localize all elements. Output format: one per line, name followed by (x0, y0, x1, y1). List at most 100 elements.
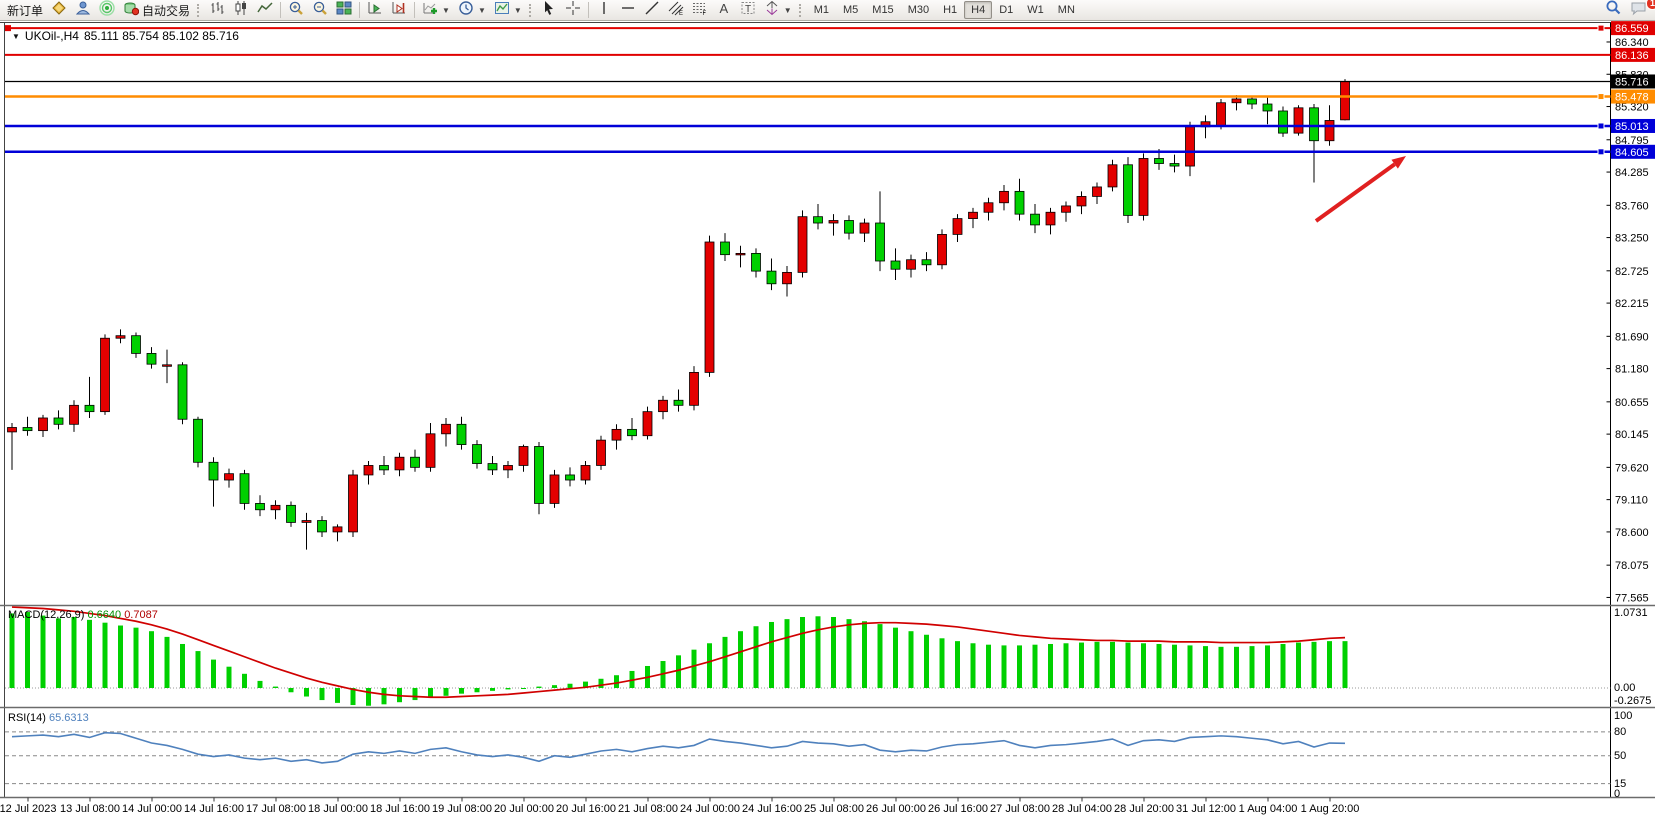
line-chart-mode-button[interactable] (253, 1, 277, 19)
periods-button[interactable]: ▼ (454, 0, 490, 19)
macd-histogram-bar (846, 619, 852, 688)
candle-body (735, 252, 746, 256)
cursor-tool-button[interactable] (537, 0, 561, 19)
timeframe-m30-button[interactable]: M30 (907, 4, 930, 16)
timeframe-h1-button[interactable]: H1 (943, 4, 958, 16)
macd-histogram-bar (939, 638, 945, 688)
time-axis-label: 24 Jul 00:00 (680, 803, 740, 815)
macd-histogram-bar (1017, 645, 1022, 688)
candle-body (146, 353, 157, 365)
candle-body (518, 446, 529, 466)
indicators-button[interactable]: ▼ (418, 1, 454, 19)
timeframe-w1-button[interactable]: W1 (1027, 4, 1044, 16)
price-badge (1611, 89, 1655, 104)
price-badge (1611, 21, 1655, 36)
autotrading-button[interactable]: 自动交易 (119, 1, 194, 19)
chart-shift-button[interactable] (387, 1, 411, 19)
candle-body (22, 427, 33, 432)
notifications-button[interactable]: 1 (1626, 0, 1655, 19)
equidistant-channel-tool-button[interactable]: E (664, 1, 688, 19)
macd-histogram-bar (428, 688, 433, 698)
macd-histogram-bar (769, 621, 774, 688)
candle-body (1293, 107, 1304, 134)
price-tick-label: 86.340 (1615, 37, 1649, 49)
text-tool-button[interactable]: A (712, 1, 736, 19)
zoom-out-button[interactable] (308, 1, 332, 19)
macd-histogram-bar (87, 619, 92, 688)
time-axis-label: 18 Jul 16:00 (370, 803, 430, 815)
macd-histogram-bar (1172, 644, 1177, 688)
chevron-down-icon: ▼ (513, 5, 522, 15)
rsi-label: RSI(14) 65.6313 (8, 712, 89, 724)
rsi-axis-label: 15 (1614, 778, 1626, 790)
horizontal-line-tool-button[interactable] (616, 1, 640, 19)
candle-body (1061, 205, 1071, 213)
history-center-button[interactable] (47, 0, 71, 19)
candle-body (751, 252, 761, 272)
timeframe-m15-button[interactable]: M15 (872, 4, 894, 16)
candle-body (921, 259, 932, 266)
toolbar-separator (359, 2, 361, 18)
templates-button[interactable]: ▼ (490, 1, 526, 19)
rsi-line (11, 731, 1346, 764)
rsi-axis-label: 50 (1614, 750, 1626, 762)
signals-button[interactable] (95, 0, 119, 19)
collapse-triangle-icon[interactable]: ▼ (12, 31, 20, 41)
crosshair-tool-button[interactable] (561, 0, 585, 19)
accounts-button[interactable] (71, 1, 95, 19)
macd-histogram-bar (583, 681, 588, 688)
zoom-in-button[interactable] (284, 1, 308, 19)
trendline-tool-button[interactable] (640, 1, 664, 19)
macd-histogram-bar (350, 688, 356, 706)
macd-histogram-bar (1203, 646, 1208, 688)
time-axis-label: 24 Jul 16:00 (742, 803, 802, 815)
text-label-tool-button[interactable]: T (736, 1, 760, 19)
candle-body (379, 465, 389, 471)
arrows-tool-button[interactable]: ▼ (760, 0, 796, 19)
price-tick-label: 82.215 (1615, 298, 1649, 310)
chart-ohlc-values: 85.111 85.754 85.102 85.716 (83, 29, 239, 43)
macd-histogram-bar (1110, 641, 1115, 688)
price-badge-label: 86.559 (1615, 23, 1649, 35)
candlestick-mode-button[interactable] (229, 0, 253, 19)
search-button[interactable] (1601, 0, 1626, 19)
candle-body (875, 222, 885, 262)
timeframe-mn-button[interactable]: MN (1057, 4, 1075, 16)
macd-histogram-bar (521, 688, 526, 689)
macd-histogram-bar (1125, 642, 1131, 688)
macd-histogram-bar (335, 688, 340, 703)
vertical-line-tool-button[interactable] (592, 1, 616, 19)
timeframe-h4-button[interactable]: H4 (964, 1, 993, 19)
candle-body (1324, 120, 1335, 142)
tile-windows-button[interactable] (332, 1, 356, 19)
time-axis-label: 28 Jul 20:00 (1114, 803, 1174, 815)
time-axis-label: 27 Jul 08:00 (990, 803, 1050, 815)
candle-body (270, 504, 281, 511)
macd-histogram-bar (1234, 646, 1239, 688)
text-label-icon: T (740, 0, 756, 21)
timeframe-d1-button[interactable]: D1 (999, 4, 1014, 16)
candle-body (425, 433, 436, 468)
fibonacci-tool-button[interactable]: F (688, 1, 712, 19)
timeframe-m5-button[interactable]: M5 (843, 4, 859, 16)
channel-lines-icon: E (668, 0, 684, 21)
candle-body (766, 270, 777, 285)
vertical-line-icon (596, 0, 612, 21)
macd-histogram-bar (1032, 644, 1038, 688)
candle-body (1045, 211, 1056, 226)
timeframe-m1-button[interactable]: M1 (813, 4, 829, 16)
candle-body (968, 211, 978, 219)
candle-body (1107, 164, 1118, 188)
auto-scroll-button[interactable] (363, 1, 387, 19)
person-icon (75, 0, 91, 21)
bar-chart-mode-button[interactable] (205, 1, 229, 19)
time-axis-label: 19 Jul 08:00 (432, 803, 492, 815)
candle-body (1123, 164, 1133, 216)
macd-histogram-bar (676, 655, 681, 688)
new-order-button[interactable]: 新订单 (3, 1, 47, 19)
price-badge (1611, 118, 1655, 133)
price-tick-label: 80.145 (1615, 429, 1649, 441)
macd-histogram-bar (1141, 643, 1146, 688)
macd-histogram-bar (273, 686, 278, 688)
